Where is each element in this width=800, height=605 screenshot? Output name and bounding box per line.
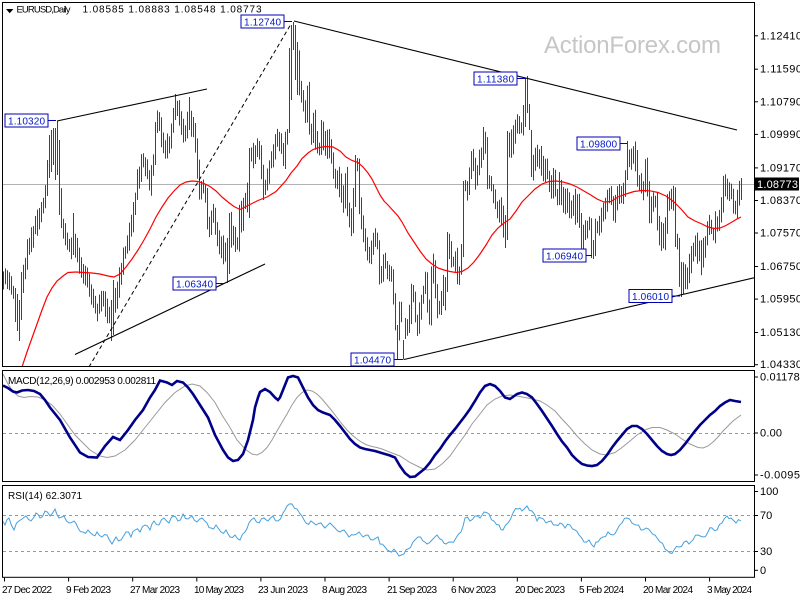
svg-text:0.00: 0.00 [760, 428, 782, 440]
svg-text:EURUSD,Daily: EURUSD,Daily [17, 5, 71, 16]
svg-text:1.08370: 1.08370 [760, 195, 800, 207]
svg-text:6 Nov 2023: 6 Nov 2023 [451, 585, 496, 596]
svg-text:RSI(14) 62.3071: RSI(14) 62.3071 [8, 491, 82, 502]
svg-text:10 May 2023: 10 May 2023 [194, 585, 244, 596]
svg-text:0.011784: 0.011784 [760, 372, 800, 384]
svg-text:1.04470: 1.04470 [354, 356, 391, 367]
svg-text:27 Mar 2023: 27 Mar 2023 [130, 585, 180, 596]
svg-text:0: 0 [760, 565, 766, 577]
svg-text:1.10320: 1.10320 [8, 117, 45, 128]
svg-text:-0.0095: -0.0095 [760, 470, 800, 482]
svg-text:23 Jun 2023: 23 Jun 2023 [258, 585, 308, 596]
svg-text:27 Dec 2022: 27 Dec 2022 [2, 585, 52, 596]
svg-text:5 Feb 2024: 5 Feb 2024 [579, 585, 624, 596]
svg-text:1.11590: 1.11590 [760, 64, 800, 76]
svg-text:1.04330: 1.04330 [760, 359, 800, 371]
svg-text:70: 70 [760, 510, 772, 522]
svg-text:20 Mar 2024: 20 Mar 2024 [643, 585, 693, 596]
svg-text:1.11380: 1.11380 [477, 75, 514, 86]
svg-text:1.06010: 1.06010 [632, 292, 669, 303]
svg-text:MACD(12,26,9) 0.002953 0.00281: MACD(12,26,9) 0.002953 0.002811 [8, 376, 156, 387]
svg-text:1.12410: 1.12410 [760, 30, 800, 42]
svg-text:1.10790: 1.10790 [760, 96, 800, 108]
svg-text:1.08773: 1.08773 [757, 179, 798, 191]
svg-text:1.06340: 1.06340 [176, 280, 213, 291]
svg-text:1.05950: 1.05950 [760, 294, 800, 306]
svg-text:1.06940: 1.06940 [546, 252, 583, 263]
svg-text:8 Aug 2023: 8 Aug 2023 [322, 585, 367, 596]
svg-text:1.09990: 1.09990 [760, 129, 800, 141]
svg-text:1.06750: 1.06750 [760, 261, 800, 273]
svg-text:20 Dec 2023: 20 Dec 2023 [515, 585, 565, 596]
svg-text:1.09800: 1.09800 [580, 140, 617, 151]
svg-text:1.09170: 1.09170 [760, 162, 800, 174]
svg-text:100: 100 [760, 486, 778, 498]
svg-text:1.05130: 1.05130 [760, 327, 800, 339]
svg-text:21 Sep 2023: 21 Sep 2023 [387, 585, 437, 596]
svg-text:1.12740: 1.12740 [244, 18, 281, 29]
svg-text:3 May 2024: 3 May 2024 [707, 585, 752, 596]
svg-text:1.08585 1.08883 1.08548 1.0877: 1.08585 1.08883 1.08548 1.08773 [83, 5, 262, 16]
svg-text:ActionForex.com: ActionForex.com [544, 32, 721, 59]
svg-text:30: 30 [760, 546, 772, 558]
svg-text:1.07570: 1.07570 [760, 228, 800, 240]
svg-text:9 Feb 2023: 9 Feb 2023 [66, 585, 111, 596]
